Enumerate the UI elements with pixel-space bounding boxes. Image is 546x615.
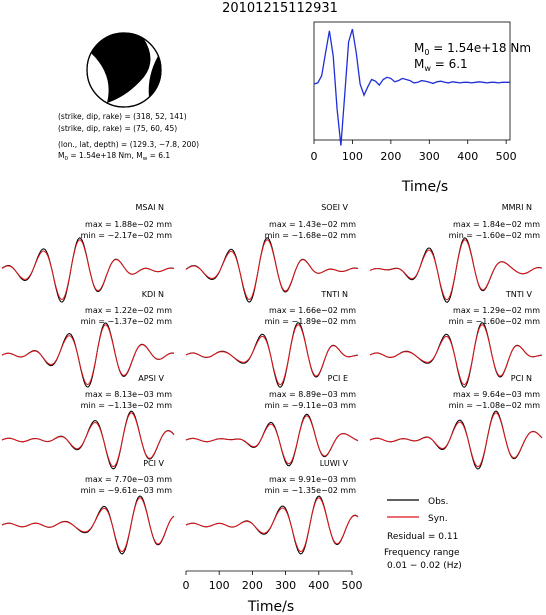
- station-label: MMRI N: [502, 203, 532, 212]
- stf-series-line: [313, 28, 510, 146]
- panel-min-value: min = −1.68e−02 mm: [265, 231, 357, 240]
- waveform-x-tick-label: 300: [275, 579, 296, 592]
- waveform-x-tick-label: 400: [308, 579, 329, 592]
- synthetic-trace: [185, 497, 359, 553]
- panel-max-value: max = 7.70e−03 mm: [85, 475, 172, 484]
- panel-min-value: min = −9.61e−03 mm: [81, 486, 173, 495]
- synthetic-trace: [369, 324, 543, 386]
- waveform-time-axis: 0 100 200 300 400 500: [183, 570, 363, 592]
- panel-min-value: min = −1.37e−02 mm: [81, 317, 173, 326]
- station-label: PCI N: [511, 374, 532, 383]
- stf-x-tick-label: 0: [311, 150, 318, 163]
- moment-summary: M0 = 1.54e+18 Nm, Mw = 6.1: [58, 151, 170, 162]
- waveform-panel: TNTI N max = 1.66e−02 mm min = −1.89e−02 m…: [185, 290, 359, 388]
- stf-x-axis-label: Time/s: [401, 179, 448, 195]
- waveform-x-tick-label: 500: [342, 579, 363, 592]
- waveform-x-tick-label: 0: [183, 579, 190, 592]
- panel-min-value: min = −1.35e−02 mm: [265, 486, 357, 495]
- waveform-panel: TNTI V max = 1.29e−02 mm min = −1.60e−02 m…: [369, 290, 543, 388]
- synthetic-trace: [369, 239, 543, 301]
- station-label: KDI N: [142, 290, 164, 299]
- legend: Obs. Syn. Residual = 0.11 Frequency rang…: [384, 497, 462, 571]
- station-label: SOEI V: [321, 203, 348, 212]
- stf-x-tick-label: 200: [380, 150, 401, 163]
- station-label: PCI V: [143, 459, 164, 468]
- panel-max-value: max = 8.89e−03 mm: [269, 390, 356, 399]
- station-label: APSI V: [138, 374, 164, 383]
- legend-syn-label: Syn.: [428, 514, 448, 524]
- panel-max-value: max = 1.66e−02 mm: [269, 306, 356, 315]
- station-label: LUWI V: [320, 459, 349, 468]
- stf-plot-frame: [313, 21, 511, 141]
- panel-min-value: min = −1.60e−02 mm: [449, 231, 541, 240]
- waveform-panel: APSI V max = 8.13e−03 mm min = −1.13e−02 m…: [1, 374, 175, 470]
- stf-m0-label: M0 = 1.54e+18 Nm: [414, 41, 531, 57]
- panel-max-value: max = 1.22e−02 mm: [85, 306, 172, 315]
- waveform-x-tick-label: 200: [242, 579, 263, 592]
- frequency-range-title: Frequency range: [384, 548, 460, 558]
- synthetic-trace: [1, 412, 175, 468]
- station-label: PCI E: [328, 374, 348, 383]
- station-label: MSAI N: [136, 203, 165, 212]
- panel-max-value: max = 1.84e−02 mm: [453, 220, 540, 229]
- panel-min-value: min = −1.60e−02 mm: [449, 317, 541, 326]
- waveform-x-axis-label: Time/s: [247, 599, 294, 615]
- source-time-function-chart: 0 100 200 300 400 500: [311, 21, 517, 163]
- panel-min-value: min = −9.11e−03 mm: [265, 401, 357, 410]
- waveform-panel: KDI N max = 1.22e−02 mm min = −1.37e−02 mm: [1, 290, 175, 388]
- stf-x-tick-label: 500: [496, 150, 517, 163]
- beachball-compressional-quadrant: [91, 33, 151, 103]
- panel-min-value: min = −1.89e−02 mm: [265, 317, 357, 326]
- legend-obs-label: Obs.: [428, 497, 448, 507]
- panel-max-value: max = 1.43e−02 mm: [269, 220, 356, 229]
- synthetic-trace: [1, 324, 175, 386]
- frequency-range-value: 0.01 − 0.02 (Hz): [387, 561, 462, 571]
- synthetic-trace: [369, 412, 543, 468]
- beachball-compressional-lobe: [148, 56, 161, 97]
- nodal-plane-1: (strike, dip, rake) = (318, 52, 141): [58, 112, 187, 121]
- waveform-panel: SOEI V max = 1.43e−02 mm min = −1.68e−02 m…: [185, 203, 359, 303]
- synthetic-trace: [185, 324, 359, 386]
- residual-text: Residual = 0.11: [387, 532, 458, 542]
- nodal-plane-2: (strike, dip, rake) = (75, 60, 45): [58, 124, 177, 133]
- panel-min-value: min = −1.08e−02 mm: [449, 401, 541, 410]
- stf-x-tick-label: 100: [342, 150, 363, 163]
- station-label: TNTI V: [505, 290, 533, 299]
- waveform-panel: PCI V max = 7.70e−03 mm min = −9.61e−03 mm: [1, 459, 175, 555]
- synthetic-trace: [185, 415, 359, 465]
- panel-max-value: max = 8.13e−03 mm: [85, 390, 172, 399]
- waveform-panels: MSAI N max = 1.88e−02 mm min = −2.17e−02 m…: [1, 203, 543, 555]
- stf-mw-label: Mw = 6.1: [414, 57, 468, 73]
- waveform-panel: LUWI V max = 9.91e−03 mm min = −1.35e−02 m…: [185, 459, 359, 555]
- event-id: 20101215112931: [222, 1, 338, 16]
- waveform-x-tick-label: 100: [209, 579, 230, 592]
- station-label: TNTI N: [320, 290, 348, 299]
- panel-max-value: max = 1.29e−02 mm: [453, 306, 540, 315]
- waveform-panel: MSAI N max = 1.88e−02 mm min = −2.17e−02 m…: [1, 203, 175, 303]
- panel-max-value: max = 9.91e−03 mm: [269, 475, 356, 484]
- panel-max-value: max = 9.64e−03 mm: [453, 390, 540, 399]
- synthetic-trace: [1, 497, 175, 553]
- stf-x-tick-label: 300: [419, 150, 440, 163]
- waveform-panel: MMRI N max = 1.84e−02 mm min = −1.60e−02 m…: [369, 203, 543, 303]
- synthetic-trace: [185, 239, 359, 301]
- panel-max-value: max = 1.88e−02 mm: [85, 220, 172, 229]
- waveform-panel: PCI E max = 8.89e−03 mm min = −9.11e−03 mm: [185, 374, 359, 467]
- waveform-panel: PCI N max = 9.64e−03 mm min = −1.08e−02 mm: [369, 374, 543, 470]
- focal-mechanism-beachball: [86, 32, 162, 108]
- panel-min-value: min = −2.17e−02 mm: [81, 231, 173, 240]
- event-location: (lon., lat, depth) = (129.3, −7.8, 200): [58, 140, 199, 149]
- stf-x-tick-label: 400: [457, 150, 478, 163]
- panel-min-value: min = −1.13e−02 mm: [81, 401, 173, 410]
- synthetic-trace: [1, 239, 175, 301]
